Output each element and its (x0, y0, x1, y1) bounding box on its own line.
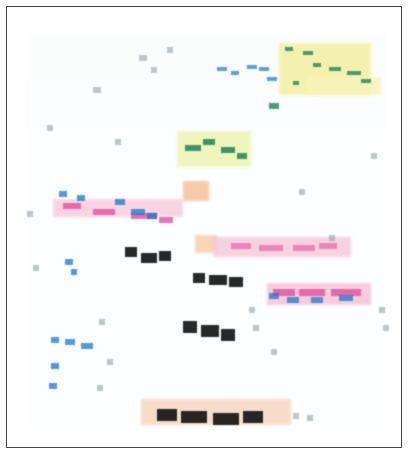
center-green-yellow-blob (177, 131, 251, 167)
blue-accents (49, 191, 353, 389)
scattered-pixels (27, 47, 389, 421)
image-frame (6, 6, 402, 448)
magenta-streaks (53, 199, 371, 305)
abstract-pixel-art (27, 33, 389, 428)
black-marks (125, 247, 263, 425)
top-right-cluster (217, 43, 381, 109)
